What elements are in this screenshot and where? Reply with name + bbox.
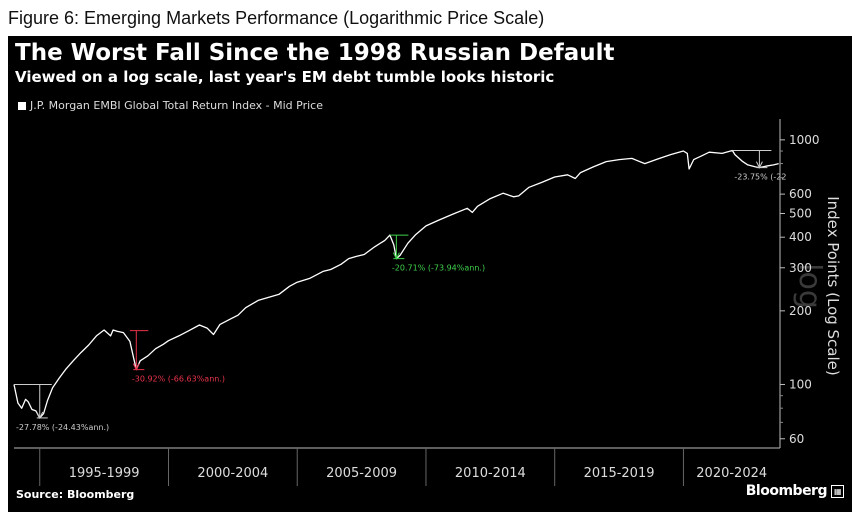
source-note: Source: Bloomberg (16, 488, 135, 501)
bloomberg-logo: Bloomberg ▦ (746, 483, 844, 499)
x-period-label: 2015-2019 (584, 466, 655, 481)
drawdown-arrow (755, 161, 763, 169)
chart-subtitle: Viewed on a log scale, last year's EM de… (15, 68, 555, 86)
drawdown-label: -30.92% (-66.63%ann.) (132, 375, 225, 384)
legend-swatch (18, 101, 26, 110)
figure-caption: Figure 6: Emerging Markets Performance (… (8, 8, 545, 28)
y-tick-label: 400 (789, 230, 812, 244)
x-period-label: 2000-2004 (197, 466, 268, 481)
y-axis-label: Index Points (Log Scale) (824, 196, 842, 376)
series-line (13, 149, 779, 419)
brand-label: Bloomberg (745, 483, 828, 499)
log-scale-watermark: log (792, 263, 827, 309)
y-tick-label: 100 (789, 377, 812, 391)
chart-legend: J.P. Morgan EMBI Global Total Return Ind… (18, 99, 323, 112)
y-tick-label: 300 (789, 261, 812, 275)
x-period-label: 1995-1999 (69, 466, 140, 481)
drawdown-arrow (36, 411, 44, 420)
drawdown-arrow (132, 363, 140, 371)
drawdown-arrow (392, 252, 400, 260)
y-tick-label: 200 (789, 304, 812, 318)
x-period-label: 2010-2014 (455, 466, 526, 481)
y-tick-label: 500 (789, 206, 812, 220)
y-tick-label: 600 (789, 187, 812, 201)
drawdown-label: -23.75% (-22 (734, 173, 786, 182)
chart-panel: The Worst Fall Since the 1998 Russian De… (8, 36, 852, 512)
line-chart: log 60 100 200 300 400 500 600 1000 Index Points … (13, 119, 842, 486)
chart-title: The Worst Fall Since the 1998 Russian De… (15, 40, 615, 66)
legend-label: J.P. Morgan EMBI Global Total Return Ind… (30, 99, 323, 112)
drawdown-label: -20.71% (-73.94%ann.) (392, 264, 485, 273)
x-period-label: 2005-2009 (326, 466, 397, 481)
drawdown-label: -27.78% (-24.43%ann.) (16, 423, 109, 432)
bloomberg-mark-icon: ▦ (831, 484, 844, 498)
x-period-label: 2020-2024 (696, 466, 767, 481)
y-tick-label: 1000 (789, 133, 820, 147)
y-tick-label: 60 (789, 432, 804, 446)
